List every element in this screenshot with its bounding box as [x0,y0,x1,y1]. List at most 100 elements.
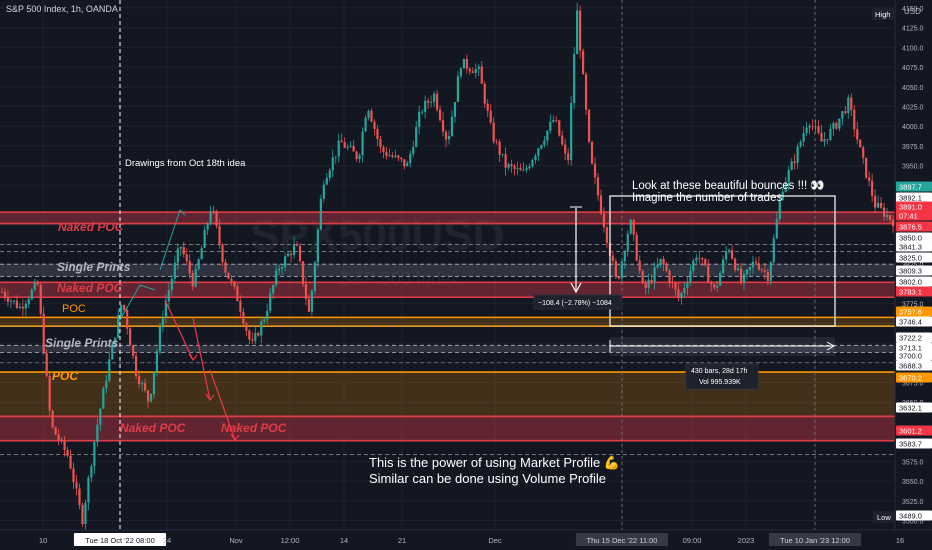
candle-body [346,146,349,148]
candle-body [117,315,120,338]
candle-body [811,125,814,127]
poc-label-1: POC [62,303,86,315]
candle-body [632,219,635,235]
price-axis-label: 3892.1 [899,194,922,203]
zone-naked-poc [0,212,895,224]
candle-body [373,121,376,129]
candle-body [754,261,758,264]
time-axis-tick: 14 [340,536,348,545]
candle-body [182,246,185,255]
candle-body [456,76,460,103]
candle-body [492,122,495,142]
candle-body [9,300,13,302]
candle-body [555,120,558,122]
symbol-title: S&P 500 Index, 1h, OANDA [6,4,118,14]
projection-arrow-line [164,299,194,361]
time-axis-tick: Tue 18 Oct '22 08:00 [85,536,155,545]
candle-body [203,229,206,248]
candle-body [459,68,463,77]
candle-body [313,262,316,291]
zone-naked-poc [0,416,895,441]
candle-body [480,66,483,84]
candle-body [215,210,218,226]
candle-body [599,195,603,214]
candle-body [891,219,895,227]
price-axis-label-box [896,372,932,383]
price-axis-label: 3876.5 [899,223,922,232]
candle-body [885,215,889,217]
candle-body [358,155,361,159]
candle-body [802,133,805,142]
candle-body [602,213,606,228]
price-axis-label: 3897.7 [899,183,922,192]
candle-body [638,260,641,271]
price-axis-label-box [896,192,932,203]
candle-body [835,123,838,129]
candle-body [233,281,236,287]
candle-body [132,345,135,356]
candle-body [853,109,856,130]
candle-body [784,182,787,192]
price-axis-label: 3601.2 [899,427,922,436]
candle-body [689,271,692,283]
candle-body [251,339,254,341]
summary-line-1: This is the power of using Market Profil… [369,455,620,470]
candle-body [72,468,75,483]
zone-single-prints [0,345,895,353]
candle-body [60,439,63,441]
candle-body [659,258,662,265]
candle-body [856,129,859,140]
range-bars-label: 430 bars, 28d 17h [691,368,748,375]
candle-body [263,319,266,322]
candle-body [751,261,755,268]
candle-body [543,140,546,145]
candle-body [587,109,591,142]
candle-body [668,270,671,283]
price-axis-label-box [896,252,932,263]
candle-body [90,466,93,478]
candle-body [719,272,722,286]
candle-body [736,268,740,271]
price-axis-label: 3489.0 [899,512,922,521]
candle-body [805,127,808,134]
candle-body [498,141,501,155]
candle-body [888,215,892,220]
price-axis-tick: 3975.0 [902,144,924,151]
candle-body [96,424,99,443]
candle-body [143,383,147,391]
candle-body [275,270,278,286]
candle-body [15,300,18,308]
time-axis-tick: 16 [896,536,904,545]
time-axis-tick: Dec [488,536,502,545]
time-axis-highlight-box [575,533,669,546]
candle-body [465,58,468,69]
candle-body [677,289,680,299]
candle-body [623,251,626,262]
candle-body [322,184,325,199]
candle-body [844,111,847,114]
candle-body [120,304,123,316]
candle-body [799,141,802,147]
time-axis-tick: 2023 [738,536,755,545]
candle-body [826,139,829,140]
price-axis-tick: 4125.0 [902,26,924,33]
candle-body [167,290,170,302]
candle-body [191,273,194,287]
time-axis-tick: 09:00 [683,536,702,545]
candle-body [152,372,156,394]
candle-body [6,297,10,302]
candle-body [123,304,126,310]
candle-body [406,163,409,167]
price-axis-label: 3632.1 [899,404,922,413]
price-axis-tick: 3500.0 [902,519,924,526]
candle-body [489,110,492,123]
candle-body [564,144,567,154]
candle-body [862,147,865,158]
candle-body [185,254,188,262]
price-axis-label: 3757.6 [899,308,922,317]
candle-body [242,311,245,324]
candle-body [292,244,296,256]
candle-body [766,271,769,281]
